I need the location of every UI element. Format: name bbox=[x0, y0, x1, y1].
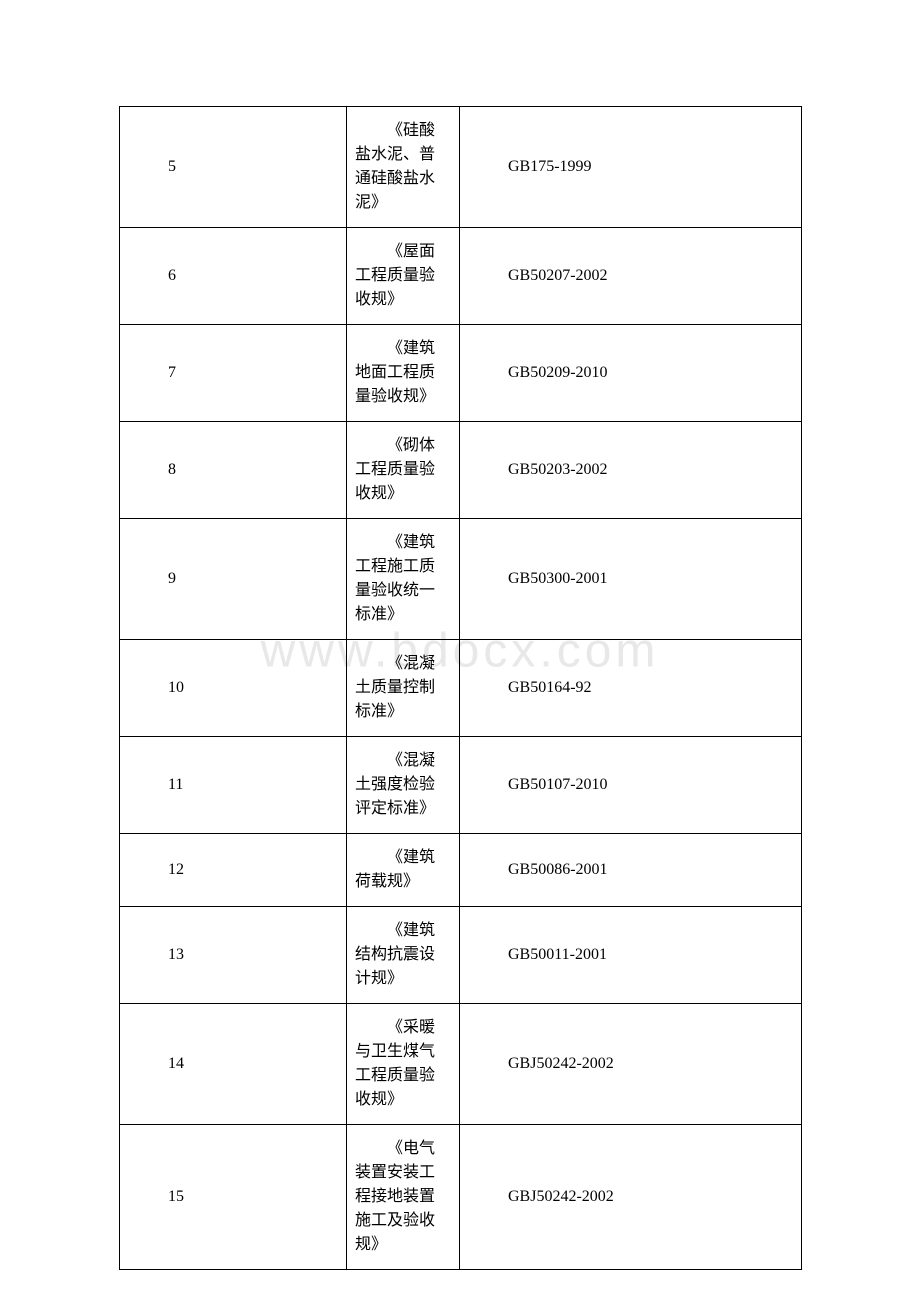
table-row: 8 《砌体工程质量验收规》 GB50203-2002 bbox=[120, 422, 802, 519]
standard-name: 《建筑地面工程质量验收规》 bbox=[347, 325, 460, 422]
row-number: 11 bbox=[120, 737, 347, 834]
standard-code: GB50086-2001 bbox=[460, 834, 802, 907]
row-number: 14 bbox=[120, 1004, 347, 1125]
row-number: 12 bbox=[120, 834, 347, 907]
row-number: 8 bbox=[120, 422, 347, 519]
table-row: 6 《屋面工程质量验收规》 GB50207-2002 bbox=[120, 228, 802, 325]
row-number: 13 bbox=[120, 907, 347, 1004]
standard-code: GB50300-2001 bbox=[460, 519, 802, 640]
table-row: 15 《电气装置安装工程接地装置施工及验收规》 GBJ50242-2002 bbox=[120, 1125, 802, 1270]
row-number: 10 bbox=[120, 640, 347, 737]
table-row: 10 《混凝土质量控制标准》 GB50164-92 bbox=[120, 640, 802, 737]
standard-name: 《硅酸盐水泥、普通硅酸盐水泥》 bbox=[347, 107, 460, 228]
table-row: 13 《建筑结构抗震设计规》 GB50011-2001 bbox=[120, 907, 802, 1004]
row-number: 6 bbox=[120, 228, 347, 325]
standards-table: 5 《硅酸盐水泥、普通硅酸盐水泥》 GB175-1999 6 《屋面工程质量验收… bbox=[119, 106, 802, 1270]
table-body: 5 《硅酸盐水泥、普通硅酸盐水泥》 GB175-1999 6 《屋面工程质量验收… bbox=[120, 107, 802, 1270]
standards-table-container: 5 《硅酸盐水泥、普通硅酸盐水泥》 GB175-1999 6 《屋面工程质量验收… bbox=[119, 106, 801, 1270]
table-row: 9 《建筑工程施工质量验收统一标准》 GB50300-2001 bbox=[120, 519, 802, 640]
table-row: 5 《硅酸盐水泥、普通硅酸盐水泥》 GB175-1999 bbox=[120, 107, 802, 228]
standard-name: 《建筑结构抗震设计规》 bbox=[347, 907, 460, 1004]
standard-code: GB175-1999 bbox=[460, 107, 802, 228]
table-row: 12 《建筑荷载规》 GB50086-2001 bbox=[120, 834, 802, 907]
table-row: 14 《采暖与卫生煤气工程质量验收规》 GBJ50242-2002 bbox=[120, 1004, 802, 1125]
standard-code: GB50164-92 bbox=[460, 640, 802, 737]
standard-name: 《建筑荷载规》 bbox=[347, 834, 460, 907]
row-number: 7 bbox=[120, 325, 347, 422]
standard-code: GB50207-2002 bbox=[460, 228, 802, 325]
row-number: 9 bbox=[120, 519, 347, 640]
standard-code: GBJ50242-2002 bbox=[460, 1125, 802, 1270]
standard-code: GBJ50242-2002 bbox=[460, 1004, 802, 1125]
standard-name: 《混凝土强度检验评定标准》 bbox=[347, 737, 460, 834]
standard-name: 《混凝土质量控制标准》 bbox=[347, 640, 460, 737]
standard-name: 《采暖与卫生煤气工程质量验收规》 bbox=[347, 1004, 460, 1125]
standard-code: GB50203-2002 bbox=[460, 422, 802, 519]
standard-name: 《建筑工程施工质量验收统一标准》 bbox=[347, 519, 460, 640]
standard-code: GB50209-2010 bbox=[460, 325, 802, 422]
standard-name: 《屋面工程质量验收规》 bbox=[347, 228, 460, 325]
table-row: 7 《建筑地面工程质量验收规》 GB50209-2010 bbox=[120, 325, 802, 422]
row-number: 15 bbox=[120, 1125, 347, 1270]
standard-name: 《电气装置安装工程接地装置施工及验收规》 bbox=[347, 1125, 460, 1270]
standard-code: GB50107-2010 bbox=[460, 737, 802, 834]
row-number: 5 bbox=[120, 107, 347, 228]
standard-name: 《砌体工程质量验收规》 bbox=[347, 422, 460, 519]
standard-code: GB50011-2001 bbox=[460, 907, 802, 1004]
table-row: 11 《混凝土强度检验评定标准》 GB50107-2010 bbox=[120, 737, 802, 834]
